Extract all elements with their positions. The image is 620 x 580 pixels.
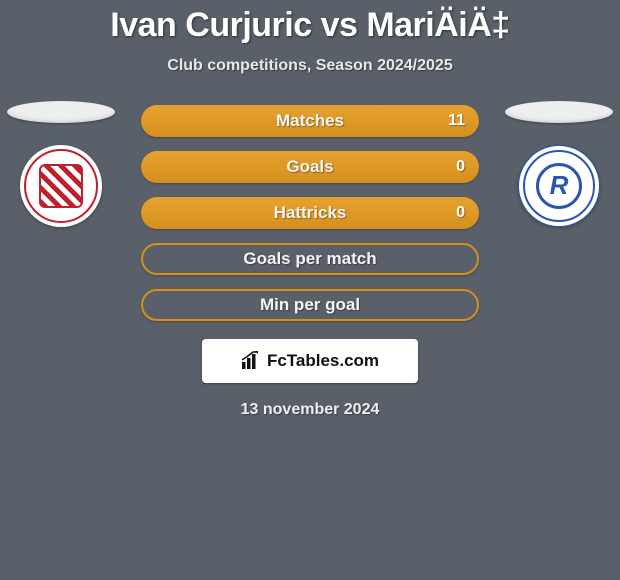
club-badge-left-shield xyxy=(39,164,83,208)
stat-row: Matches 11 xyxy=(141,105,479,137)
date-line: 13 november 2024 xyxy=(0,401,620,419)
stat-right-value: 0 xyxy=(456,158,465,176)
stat-row: Min per goal xyxy=(141,289,479,321)
stat-label: Hattricks xyxy=(274,203,347,223)
player-left-column xyxy=(6,101,116,227)
stat-right-value: 11 xyxy=(448,112,465,130)
stat-row: Hattricks 0 xyxy=(141,197,479,229)
page-subtitle: Club competitions, Season 2024/2025 xyxy=(0,57,620,75)
player-left-photo-placeholder xyxy=(7,101,115,123)
stat-label: Min per goal xyxy=(260,295,360,315)
stat-label: Matches xyxy=(276,111,344,131)
stat-label: Goals per match xyxy=(243,249,376,269)
stat-row: Goals 0 xyxy=(141,151,479,183)
stat-rows: Matches 11 Goals 0 Hattricks 0 Goals per match… xyxy=(141,105,479,321)
page-title: Ivan Curjuric vs MariÄiÄ‡ xyxy=(0,6,620,45)
brand-box[interactable]: FcTables.com xyxy=(202,339,418,383)
club-badge-left xyxy=(20,145,102,227)
club-badge-right-ring xyxy=(536,163,582,209)
stat-label: Goals xyxy=(286,157,333,177)
club-badge-right xyxy=(518,145,600,227)
content: Matches 11 Goals 0 Hattricks 0 Goals per match… xyxy=(0,105,620,419)
bar-chart-icon xyxy=(241,351,263,371)
stat-right-value: 0 xyxy=(456,204,465,222)
player-right-column xyxy=(504,101,614,227)
brand-name: FcTables.com xyxy=(267,351,379,371)
stat-row: Goals per match xyxy=(141,243,479,275)
header: Ivan Curjuric vs MariÄiÄ‡ Club competiti… xyxy=(0,0,620,75)
player-right-photo-placeholder xyxy=(505,101,613,123)
